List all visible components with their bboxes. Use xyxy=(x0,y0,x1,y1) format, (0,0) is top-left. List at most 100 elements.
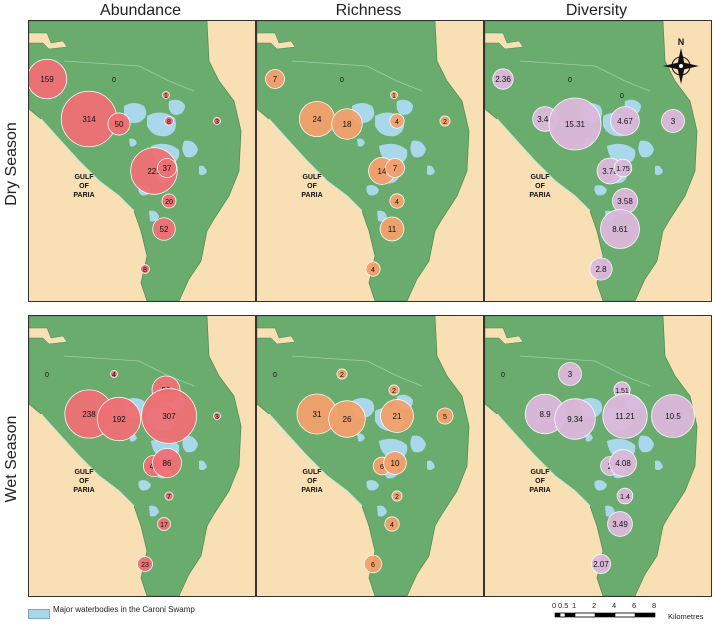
site-value-label: 3 xyxy=(215,414,219,421)
gulf-of-paria-label: GULF xyxy=(302,174,322,181)
waterbody xyxy=(594,185,607,196)
waterbody xyxy=(594,480,607,491)
site-value-label: 3 xyxy=(568,370,573,379)
site-value-label: 0 xyxy=(273,372,277,379)
scale-tick-label: 2 xyxy=(592,601,597,610)
waterbodies-legend-label: Major waterbodies in the Caroni Swamp xyxy=(53,605,195,614)
site-symbol xyxy=(591,554,611,574)
site-value-label: 10.5 xyxy=(665,412,681,421)
inlet xyxy=(485,327,524,345)
row-title-wet-season: Wet Season xyxy=(3,415,20,503)
river-line xyxy=(291,355,423,387)
site-symbol xyxy=(140,264,150,274)
site-value-label: 1.75 xyxy=(616,166,630,173)
site-symbol xyxy=(265,69,285,89)
site-symbol xyxy=(558,362,582,386)
site-value-label: 50 xyxy=(115,120,124,129)
inlet xyxy=(29,327,68,345)
site-symbol xyxy=(548,97,602,151)
site-value-label: 31 xyxy=(313,410,322,419)
site-value-label: 314 xyxy=(82,115,96,124)
site-value-label: 14 xyxy=(378,167,387,176)
gulf-of-paria-label: PARIA xyxy=(529,192,550,199)
river-line xyxy=(63,60,195,92)
site-value-label: 1.51 xyxy=(615,388,629,395)
gulf-of-paria-label: GULF xyxy=(74,469,94,476)
site-value-label: 4.67 xyxy=(617,117,633,126)
inlet xyxy=(257,327,296,345)
site-value-label: 11 xyxy=(388,225,397,234)
site-value-label: 8 xyxy=(167,119,171,126)
waterbody xyxy=(129,138,137,147)
scale-bar-graphic xyxy=(554,612,656,618)
map-panel-abundance-dry: GULF OF PARIA 159 0 1 314 50 8 3 221 37 20 52 8 xyxy=(28,20,256,302)
site-symbol xyxy=(152,448,182,478)
site-symbol xyxy=(164,491,174,501)
site-value-label: 2 xyxy=(392,388,396,395)
site-symbol xyxy=(164,116,174,126)
waterbody xyxy=(410,435,426,453)
site-symbol xyxy=(157,517,171,531)
site-value-label: 1.4 xyxy=(620,494,630,501)
gulf-of-paria-label: OF xyxy=(535,183,545,190)
site-value-label: 238 xyxy=(82,410,96,419)
waterbody xyxy=(638,435,654,453)
site-value-label: 5 xyxy=(443,414,447,421)
site-symbol xyxy=(29,58,68,100)
waterbody xyxy=(182,435,198,453)
site-symbol xyxy=(610,106,640,136)
gulf-of-paria-label: PARIA xyxy=(73,192,94,199)
waterbody xyxy=(410,140,426,158)
scale-tick-label: 8 xyxy=(652,601,657,610)
waterbody xyxy=(124,103,147,124)
site-value-label: 307 xyxy=(162,412,176,421)
coastline xyxy=(496,118,591,212)
gulf-of-paria-label: GULF xyxy=(302,469,322,476)
site-symbol xyxy=(162,91,170,99)
site-value-label: 23 xyxy=(141,562,149,569)
map-svg: GULF OF PARIA 7 0 1 24 18 4 2 14 7 4 11 4 xyxy=(257,21,483,301)
site-symbol xyxy=(379,216,405,242)
column-title-abundance: Abundance xyxy=(100,2,181,19)
site-value-label: 2.07 xyxy=(593,560,609,569)
site-symbol xyxy=(213,412,221,420)
site-value-label: 37 xyxy=(163,164,172,173)
site-value-label: 1 xyxy=(164,93,168,100)
site-value-label: 159 xyxy=(40,75,54,84)
site-value-label: 221 xyxy=(147,167,161,176)
gulf-of-paria-label: OF xyxy=(79,478,89,485)
site-value-label: 2 xyxy=(395,494,399,501)
map-panel-abundance-wet: GULFOFPARIA04802381923073468671723 xyxy=(28,315,256,597)
waterbody xyxy=(199,460,207,471)
coastline xyxy=(40,118,135,212)
coastline xyxy=(268,118,363,212)
waterbody xyxy=(377,505,387,517)
site-symbol xyxy=(328,400,366,438)
coastline xyxy=(268,413,363,507)
site-value-label: 7 xyxy=(273,75,278,84)
site-value-label: 0 xyxy=(568,77,572,84)
site-symbol xyxy=(390,91,398,99)
site-symbol xyxy=(137,556,153,572)
site-value-label: 24 xyxy=(313,115,322,124)
site-symbol xyxy=(436,407,454,425)
site-symbol xyxy=(110,370,118,378)
column-title-diversity: Diversity xyxy=(565,2,628,19)
gulf-of-paria-label: PARIA xyxy=(529,487,550,494)
river-line xyxy=(519,60,651,92)
gulf-of-paria-label: PARIA xyxy=(301,192,322,199)
site-symbol xyxy=(439,115,451,127)
site-value-label: 11.21 xyxy=(615,412,635,421)
site-symbol xyxy=(616,487,634,505)
site-value-label: 7 xyxy=(167,494,171,501)
site-value-label: 8.61 xyxy=(612,225,628,234)
site-value-label: 2.36 xyxy=(495,75,511,84)
gulf-of-paria-label: OF xyxy=(535,478,545,485)
site-symbol xyxy=(384,516,400,532)
waterbody xyxy=(427,165,435,176)
map-panel-diversity-wet: GULFOFPARIA031.518.99.3411.2110.524.081.… xyxy=(484,315,712,597)
site-value-label: 20 xyxy=(165,199,173,206)
gulf-of-paria-label: GULF xyxy=(530,174,550,181)
site-symbol xyxy=(613,158,633,178)
waterbody xyxy=(655,460,663,471)
